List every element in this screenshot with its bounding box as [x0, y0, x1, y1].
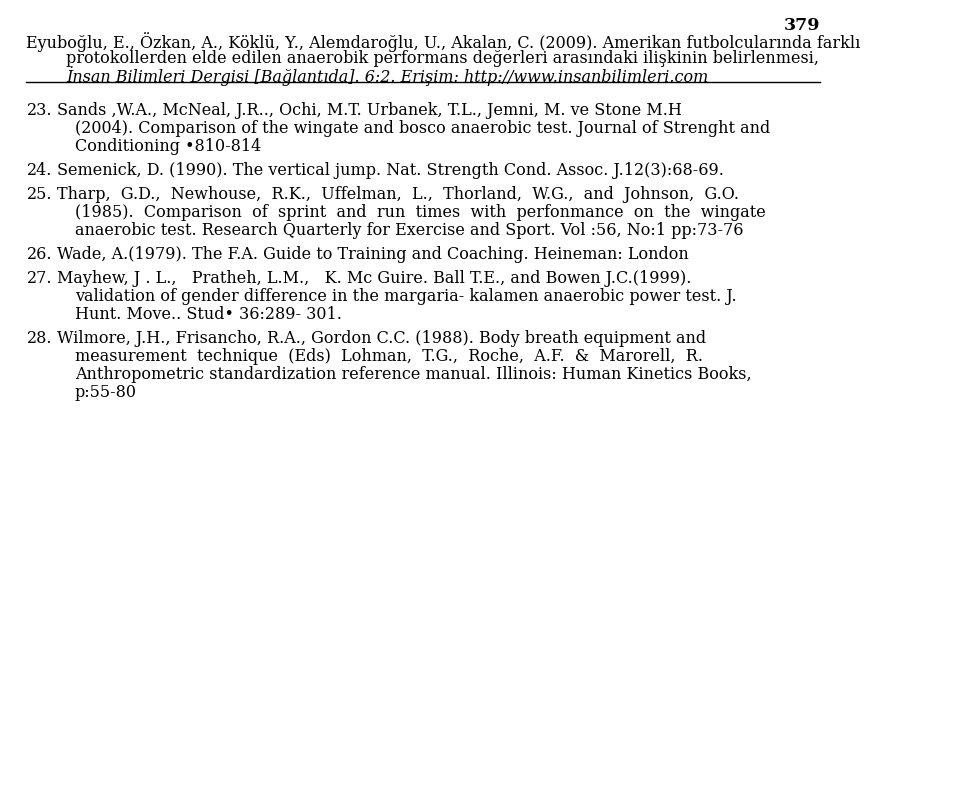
Text: anaerobic test. Research Quarterly for Exercise and Sport. Vol :56, No:1 pp:73-7: anaerobic test. Research Quarterly for E…	[75, 222, 743, 239]
Text: Wilmore, J.H., Frisancho, R.A., Gordon C.C. (1988). Body breath equipment and: Wilmore, J.H., Frisancho, R.A., Gordon C…	[58, 330, 707, 347]
Text: (2004). Comparison of the wingate and bosco anaerobic test. Journal of Strenght : (2004). Comparison of the wingate and bo…	[75, 120, 770, 137]
Text: İnsan Bilimleri Dergisi [Bağlantıda]. 6:2. Erişim: http://www.insanbilimleri.com: İnsan Bilimleri Dergisi [Bağlantıda]. 6:…	[66, 66, 708, 86]
Text: 25.: 25.	[27, 186, 52, 203]
Text: Eyuboğlu, E., Özkan, A., Köklü, Y., Alemdaroğlu, U., Akalan, C. (2009). Amerikan: Eyuboğlu, E., Özkan, A., Köklü, Y., Alem…	[27, 32, 861, 52]
Text: 28.: 28.	[27, 330, 52, 347]
Text: Anthropometric standardization reference manual. Illinois: Human Kinetics Books,: Anthropometric standardization reference…	[75, 366, 752, 383]
Text: Sands ,W.A., McNeal, J.R.., Ochi, M.T. Urbanek, T.L., Jemni, M. ve Stone M.H: Sands ,W.A., McNeal, J.R.., Ochi, M.T. U…	[58, 102, 683, 119]
Text: 27.: 27.	[27, 270, 52, 287]
Text: (1985).  Comparison  of  sprint  and  run  times  with  perfonmance  on  the  wi: (1985). Comparison of sprint and run tim…	[75, 204, 766, 221]
Text: Tharp,  G.D.,  Newhouse,  R.K.,  Uffelman,  L.,  Thorland,  W.G.,  and  Johnson,: Tharp, G.D., Newhouse, R.K., Uffelman, L…	[58, 186, 739, 203]
Text: 24.: 24.	[27, 162, 52, 179]
Text: Semenick, D. (1990). The vertical jump. Nat. Strength Cond. Assoc. J.12(3):68-69: Semenick, D. (1990). The vertical jump. …	[58, 162, 724, 179]
Text: measurement  technique  (Eds)  Lohman,  T.G.,  Roche,  A.F.  &  Marorell,  R.: measurement technique (Eds) Lohman, T.G.…	[75, 348, 703, 365]
Text: Hunt. Move.. Stud• 36:289- 301.: Hunt. Move.. Stud• 36:289- 301.	[75, 306, 342, 323]
Text: validation of gender difference in the margaria- kalamen anaerobic power test. J: validation of gender difference in the m…	[75, 288, 736, 305]
Text: p:55-80: p:55-80	[75, 384, 137, 401]
Text: Mayhew, J . L.,   Pratheh, L.M.,   K. Mc Guire. Ball T.E., and Bowen J.C.(1999).: Mayhew, J . L., Pratheh, L.M., K. Mc Gui…	[58, 270, 692, 287]
Text: 26.: 26.	[27, 246, 52, 263]
Text: 23.: 23.	[27, 102, 52, 119]
Text: protokollerden elde edilen anaerobik performans değerleri arasındaki ilişkinin b: protokollerden elde edilen anaerobik per…	[66, 50, 825, 67]
Text: Conditioning •810-814: Conditioning •810-814	[75, 138, 261, 155]
Text: 379: 379	[783, 17, 820, 34]
Text: Wade, A.(1979). The F.A. Guide to Training and Coaching. Heineman: London: Wade, A.(1979). The F.A. Guide to Traini…	[58, 246, 689, 263]
